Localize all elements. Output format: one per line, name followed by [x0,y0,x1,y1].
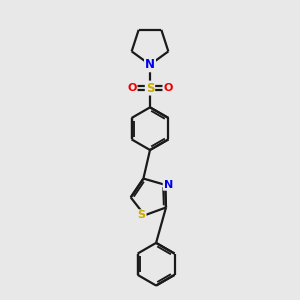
Text: O: O [127,83,137,93]
Text: N: N [145,58,155,71]
Text: S: S [138,210,146,220]
Text: S: S [146,82,154,94]
Text: N: N [164,180,173,190]
Text: O: O [163,83,173,93]
Text: N: N [145,58,155,71]
